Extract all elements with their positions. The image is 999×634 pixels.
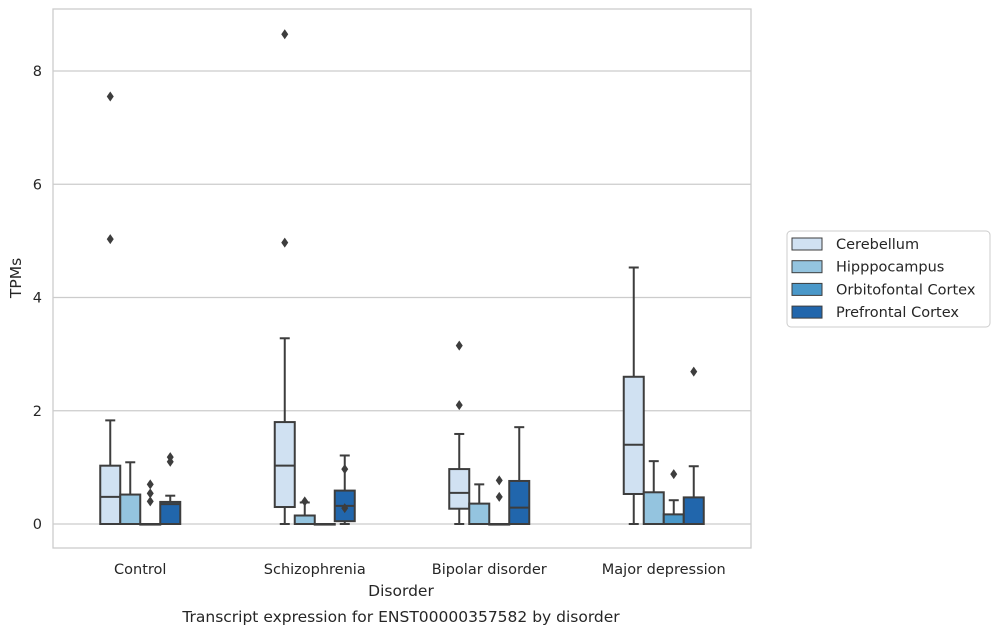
box-body: [159, 500, 182, 526]
outlier-point: [455, 340, 463, 351]
chart-caption: Transcript expression for ENST0000035758…: [181, 608, 620, 626]
legend-frame: [786, 230, 991, 328]
outlier-point: [146, 488, 154, 499]
box-body: [642, 491, 665, 526]
box-0-0: [99, 91, 122, 525]
outlier-point: [690, 366, 698, 377]
box-body: [448, 468, 471, 510]
grid-lines: [53, 70, 751, 525]
box-body: [273, 421, 296, 509]
x-axis-label: Disorder: [368, 582, 434, 600]
box-3-0: [159, 452, 182, 526]
legend: Cerebellum Hipppocampus Orbitofontal Corte…: [786, 230, 991, 328]
plot-frame: [52, 8, 752, 549]
x-tick-labels: Control Schizophrenia Bipolar disorder Majo…: [114, 562, 726, 578]
y-tick-label: 6: [33, 177, 42, 193]
box-body: [468, 502, 491, 525]
outlier-point: [301, 496, 309, 507]
box-1-0: [119, 461, 142, 525]
box-3-1: [333, 454, 356, 525]
outlier-point: [495, 475, 503, 486]
box-1-1: [293, 496, 316, 525]
legend-swatch: [791, 282, 823, 296]
legend-label: Prefrontal Cortex: [836, 305, 959, 321]
box-0-3: [622, 266, 645, 525]
box-1-2: [468, 483, 491, 525]
legend-label: Hipppocampus: [836, 260, 944, 276]
box-body: [508, 479, 531, 525]
box-body: [682, 496, 705, 526]
outlier-point: [281, 29, 289, 40]
outlier-point: [146, 479, 154, 490]
y-tick-label: 0: [33, 517, 42, 533]
box-2-1: [313, 523, 336, 526]
box-3-3: [682, 366, 705, 526]
outlier-point: [455, 400, 463, 411]
x-tick-label: Control: [114, 562, 166, 578]
outlier-point: [106, 91, 114, 102]
outlier-point: [281, 237, 289, 248]
outlier-point: [670, 469, 678, 480]
outlier-point: [166, 452, 174, 463]
outlier-point: [146, 496, 154, 507]
box-2-2: [488, 475, 511, 526]
x-tick-label: Schizophrenia: [264, 562, 366, 578]
box-body: [622, 375, 645, 495]
outlier-point: [341, 503, 349, 514]
outlier-point: [106, 234, 114, 245]
outlier-point: [495, 491, 503, 502]
outlier-point: [341, 464, 349, 475]
box-body: [99, 464, 122, 525]
legend-label: Cerebellum: [836, 237, 919, 253]
legend-swatch: [791, 237, 823, 251]
box-2-0: [139, 479, 162, 526]
box-body: [662, 513, 685, 526]
legend-swatch: [791, 260, 823, 274]
box-layer: [99, 29, 705, 526]
y-tick-labels: 0 2 4 6 8: [33, 64, 42, 533]
y-axis-label: TPMs: [7, 258, 25, 299]
y-tick-label: 8: [33, 64, 42, 80]
y-tick-label: 4: [33, 291, 42, 307]
box-0-2: [448, 340, 471, 525]
box-2-3: [662, 469, 685, 526]
box-body: [293, 514, 316, 525]
x-tick-label: Bipolar disorder: [432, 562, 547, 578]
legend-label: Orbitofontal Cortex: [836, 282, 976, 298]
box-3-2: [508, 426, 531, 525]
x-tick-label: Major depression: [602, 562, 726, 578]
box-0-1: [273, 29, 296, 525]
legend-swatch: [791, 305, 823, 319]
y-tick-label: 2: [33, 404, 42, 420]
box-1-3: [642, 460, 665, 526]
box-body: [119, 493, 142, 525]
